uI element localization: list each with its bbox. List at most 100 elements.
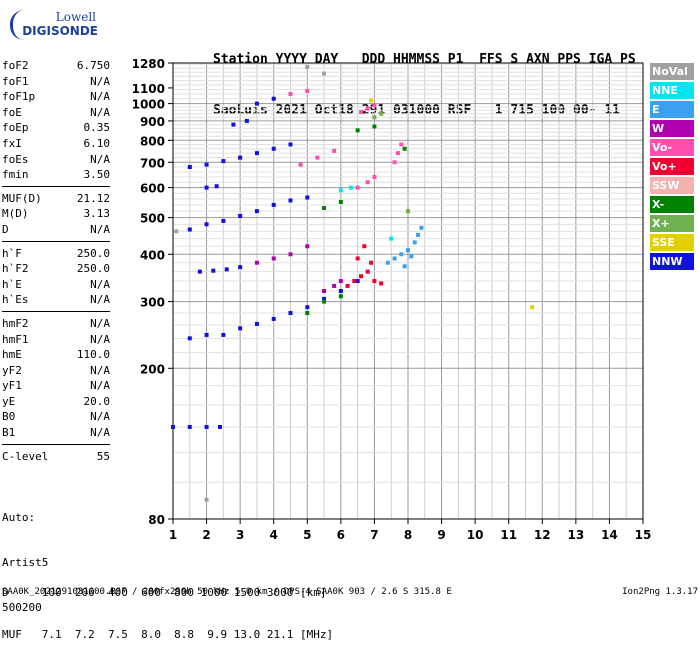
data-point-nnw [338, 289, 343, 293]
data-point-sse [369, 98, 374, 103]
data-point-nnw [238, 265, 243, 270]
data-point-e [416, 232, 421, 237]
x-tick-label: 5 [303, 528, 311, 542]
data-point-e [419, 225, 424, 230]
x-tick-label: 8 [404, 528, 412, 542]
param-label: M(D) [2, 207, 29, 221]
data-point-nnw [271, 146, 276, 151]
data-point-vo- [365, 180, 370, 185]
data-point-vo- [372, 175, 377, 179]
param-row: fxI 6.10 [2, 136, 110, 152]
param-value: N/A [90, 222, 110, 236]
data-point-nne [389, 236, 394, 241]
data-point-e [412, 240, 417, 245]
data-point-nnw [254, 101, 259, 106]
data-point-vo- [395, 151, 400, 156]
param-row: B1 N/A [2, 425, 110, 441]
data-point-sse [530, 305, 535, 310]
data-point-nnw [204, 424, 209, 429]
data-point-e [385, 260, 390, 265]
param-value: N/A [90, 316, 110, 330]
param-row: yE 20.0 [2, 394, 110, 410]
legend-item: NoVal [650, 63, 694, 80]
legend-item: Vo+ [650, 158, 694, 175]
data-point-nnw [238, 213, 243, 218]
param-label: MUF(D) [2, 191, 42, 205]
param-value: N/A [90, 152, 110, 166]
data-point-nnw [271, 202, 276, 207]
param-label: foF1p [2, 90, 36, 104]
data-point-nnw [288, 310, 293, 315]
data-point-nnw [231, 122, 236, 127]
param-value: 20.0 [83, 394, 111, 408]
param-label: yF1 [2, 379, 22, 393]
y-tick-label: 600 [140, 182, 165, 196]
data-point-w [288, 252, 293, 257]
x-tick-label: 3 [236, 528, 244, 542]
data-point-nne [338, 188, 343, 193]
param-row: D N/A [2, 222, 110, 238]
param-value: 110.0 [76, 348, 110, 362]
lowell-digisonde-logo: Lowell DIGISONDE [4, 6, 114, 46]
param-label: B1 [2, 426, 16, 440]
data-point-x- [372, 124, 377, 129]
data-point-nnw [221, 218, 226, 223]
data-point-vo- [365, 269, 370, 274]
y-tick-label: 200 [140, 362, 165, 376]
param-row: M(D) 3.13 [2, 206, 110, 222]
data-point-vo- [298, 162, 303, 167]
param-value: N/A [90, 105, 110, 119]
data-point-x- [322, 206, 327, 211]
x-tick-label: 12 [534, 528, 551, 542]
muf-row: MUF 7.1 7.2 7.5 8.0 8.8 9.9 13.0 21.1 [M… [2, 628, 334, 641]
param-label: hmE [2, 348, 22, 362]
logo-swoosh-icon [10, 10, 27, 40]
y-tick-label: 900 [140, 115, 165, 129]
data-point-vo- [315, 155, 320, 160]
data-point-vo- [399, 142, 404, 147]
data-point-nnw [214, 184, 219, 189]
data-point-e [409, 254, 414, 259]
x-tick-label: 4 [270, 528, 278, 542]
data-point-nnw [211, 268, 216, 273]
y-tick-label: 500 [140, 212, 165, 226]
data-point-nnw [271, 316, 276, 321]
data-point-nnw [204, 185, 209, 190]
data-point-nnw [204, 162, 209, 167]
params-separator [2, 185, 110, 187]
data-point-nne [348, 185, 353, 190]
param-row: foF1p N/A [2, 89, 110, 105]
data-point-nnw [238, 155, 243, 160]
logo-line2: DIGISONDE [22, 24, 98, 38]
data-point-w [254, 260, 259, 265]
x-tick-label: 13 [568, 528, 585, 542]
param-row: yF1 N/A [2, 378, 110, 394]
data-point-noval [204, 497, 209, 502]
param-label: h`Es [2, 293, 29, 307]
y-tick-label: 400 [140, 248, 165, 262]
x-tick-label: 11 [500, 528, 517, 542]
param-row: C-level 55 [2, 449, 110, 465]
param-value: N/A [90, 379, 110, 393]
legend-item: NNE [650, 82, 694, 99]
param-label: h`F2 [2, 262, 29, 276]
param-value: N/A [90, 332, 110, 346]
x-tick-label: 15 [635, 528, 652, 542]
data-point-w [305, 244, 310, 249]
distance-muf-table: D 100 200 400 600 800 1000 1500 3000 [km… [2, 558, 333, 656]
data-point-vo- [379, 281, 384, 286]
data-point-vo- [362, 244, 367, 249]
y-tick-label: 1100 [132, 82, 165, 96]
data-point-nnw [254, 321, 259, 326]
data-point-noval [322, 71, 327, 76]
data-point-nnw [322, 296, 327, 301]
data-point-nnw [355, 279, 360, 284]
data-point-vo- [345, 283, 350, 288]
param-label: fmin [2, 168, 29, 182]
data-point-nnw [305, 195, 310, 200]
data-point-e [406, 248, 410, 253]
data-point-nnw [218, 424, 222, 429]
data-point-nnw [254, 151, 259, 156]
param-row: yF2 N/A [2, 363, 110, 379]
data-point-nnw [187, 424, 192, 429]
